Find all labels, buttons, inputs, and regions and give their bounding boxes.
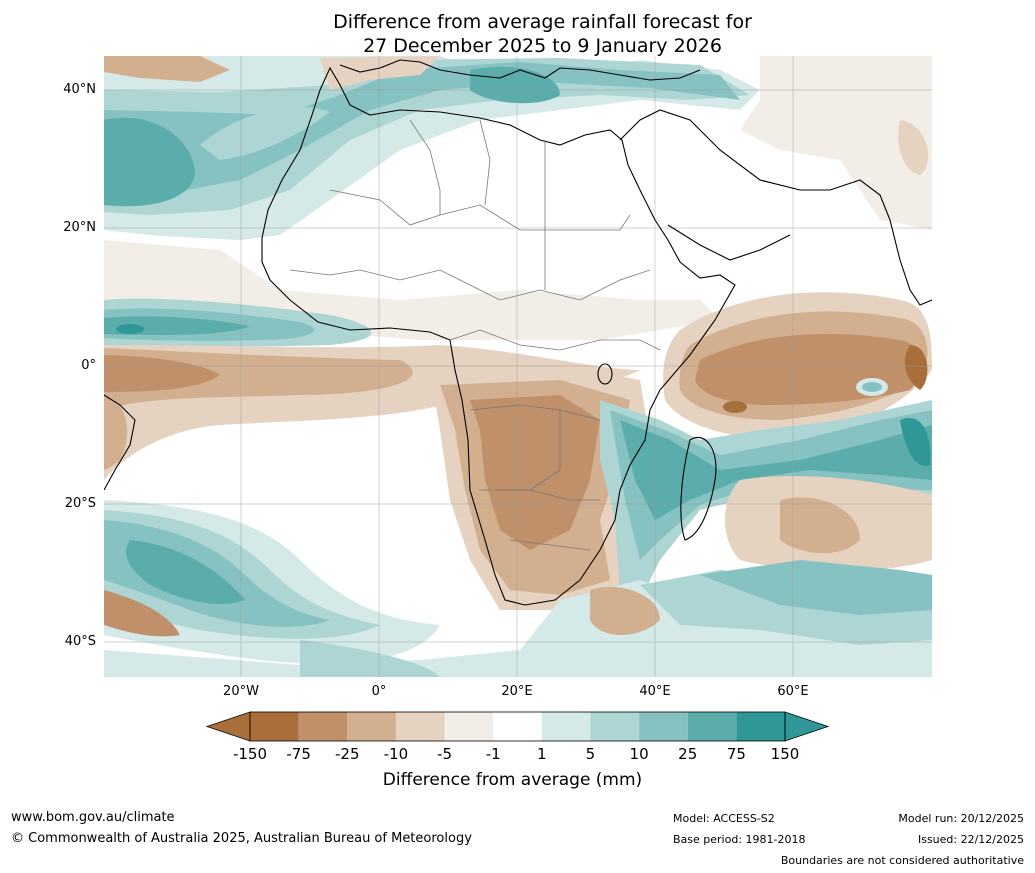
colorbar-segment [639, 712, 688, 741]
issued-date: Issued: 22/12/2025 [917, 833, 1024, 846]
country-boundaries [289, 119, 661, 551]
map-title-line-1: Difference from average rainfall forecas… [333, 11, 752, 33]
model-name: Model: ACCESS-S2 [673, 812, 775, 825]
boundaries-disclaimer: Boundaries are not considered authoritat… [780, 854, 1024, 867]
rainfall-anomaly-field [104, 56, 932, 677]
model-run-date: Model run: 20/12/2025 [898, 812, 1024, 825]
colorbar-tick-label: 10 [629, 745, 649, 763]
colorbar-segment [736, 712, 785, 741]
lat-label-0: 0° [81, 358, 96, 373]
colorbar-segment [493, 712, 542, 741]
colorbar-label: Difference from average (mm) [382, 770, 643, 790]
colorbar-tick-label: -75 [286, 745, 311, 763]
lat-label-40s: 40°S [64, 634, 96, 649]
colorbar-segment [541, 712, 591, 741]
colorbar-segment [444, 712, 494, 741]
lon-label-60e: 60°E [777, 684, 809, 699]
colorbar-tick-label: 5 [585, 745, 596, 763]
colorbar [205, 711, 830, 742]
graticule [104, 56, 932, 677]
colorbar-tick-label: -150 [232, 745, 268, 763]
colorbar-segment [395, 712, 445, 741]
website-link[interactable]: www.bom.gov.au/climate [11, 810, 175, 825]
colorbar-segment [250, 712, 299, 741]
colorbar-segment [687, 712, 737, 741]
lon-label-20w: 20°W [223, 684, 259, 699]
coastlines [104, 59, 932, 606]
lat-label-20n: 20°N [63, 220, 96, 235]
colorbar-outline [249, 711, 786, 742]
lat-label-20s: 20°S [64, 496, 96, 511]
colorbar-tick-label: 1 [537, 745, 547, 763]
colorbar-tick-label: -25 [335, 745, 360, 763]
colorbar-under-arrow [205, 711, 251, 742]
colorbar-segment [298, 712, 348, 741]
lon-label-40e: 40°E [639, 684, 671, 699]
colorbar-tick-label: 25 [678, 745, 698, 763]
colorbar-tick-label: -1 [485, 745, 501, 763]
colorbar-tick-label: -5 [437, 745, 453, 763]
lon-label-0: 0° [371, 684, 387, 699]
map-title-line-2: 27 December 2025 to 9 January 2026 [363, 35, 722, 57]
colorbar-tick-label: -10 [383, 745, 409, 763]
lat-label-40n: 40°N [63, 82, 96, 97]
colorbar-segment [590, 712, 640, 741]
colorbar-over-arrow [784, 711, 830, 742]
colorbar-tick-label: 150 [770, 745, 800, 763]
lon-label-20e: 20°E [501, 684, 533, 699]
colorbar-segment [347, 712, 396, 741]
colorbar-tick-label: 75 [726, 745, 746, 763]
copyright-text: © Commonwealth of Australia 2025, Austra… [11, 831, 472, 846]
base-period: Base period: 1981-2018 [673, 833, 806, 846]
